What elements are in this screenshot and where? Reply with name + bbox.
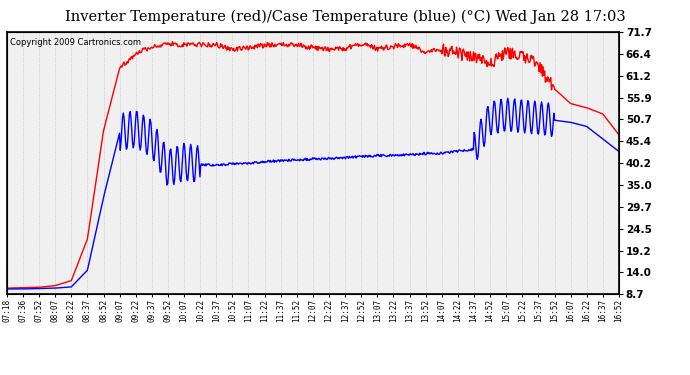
- Text: Inverter Temperature (red)/Case Temperature (blue) (°C) Wed Jan 28 17:03: Inverter Temperature (red)/Case Temperat…: [65, 9, 625, 24]
- Text: Copyright 2009 Cartronics.com: Copyright 2009 Cartronics.com: [10, 39, 141, 48]
